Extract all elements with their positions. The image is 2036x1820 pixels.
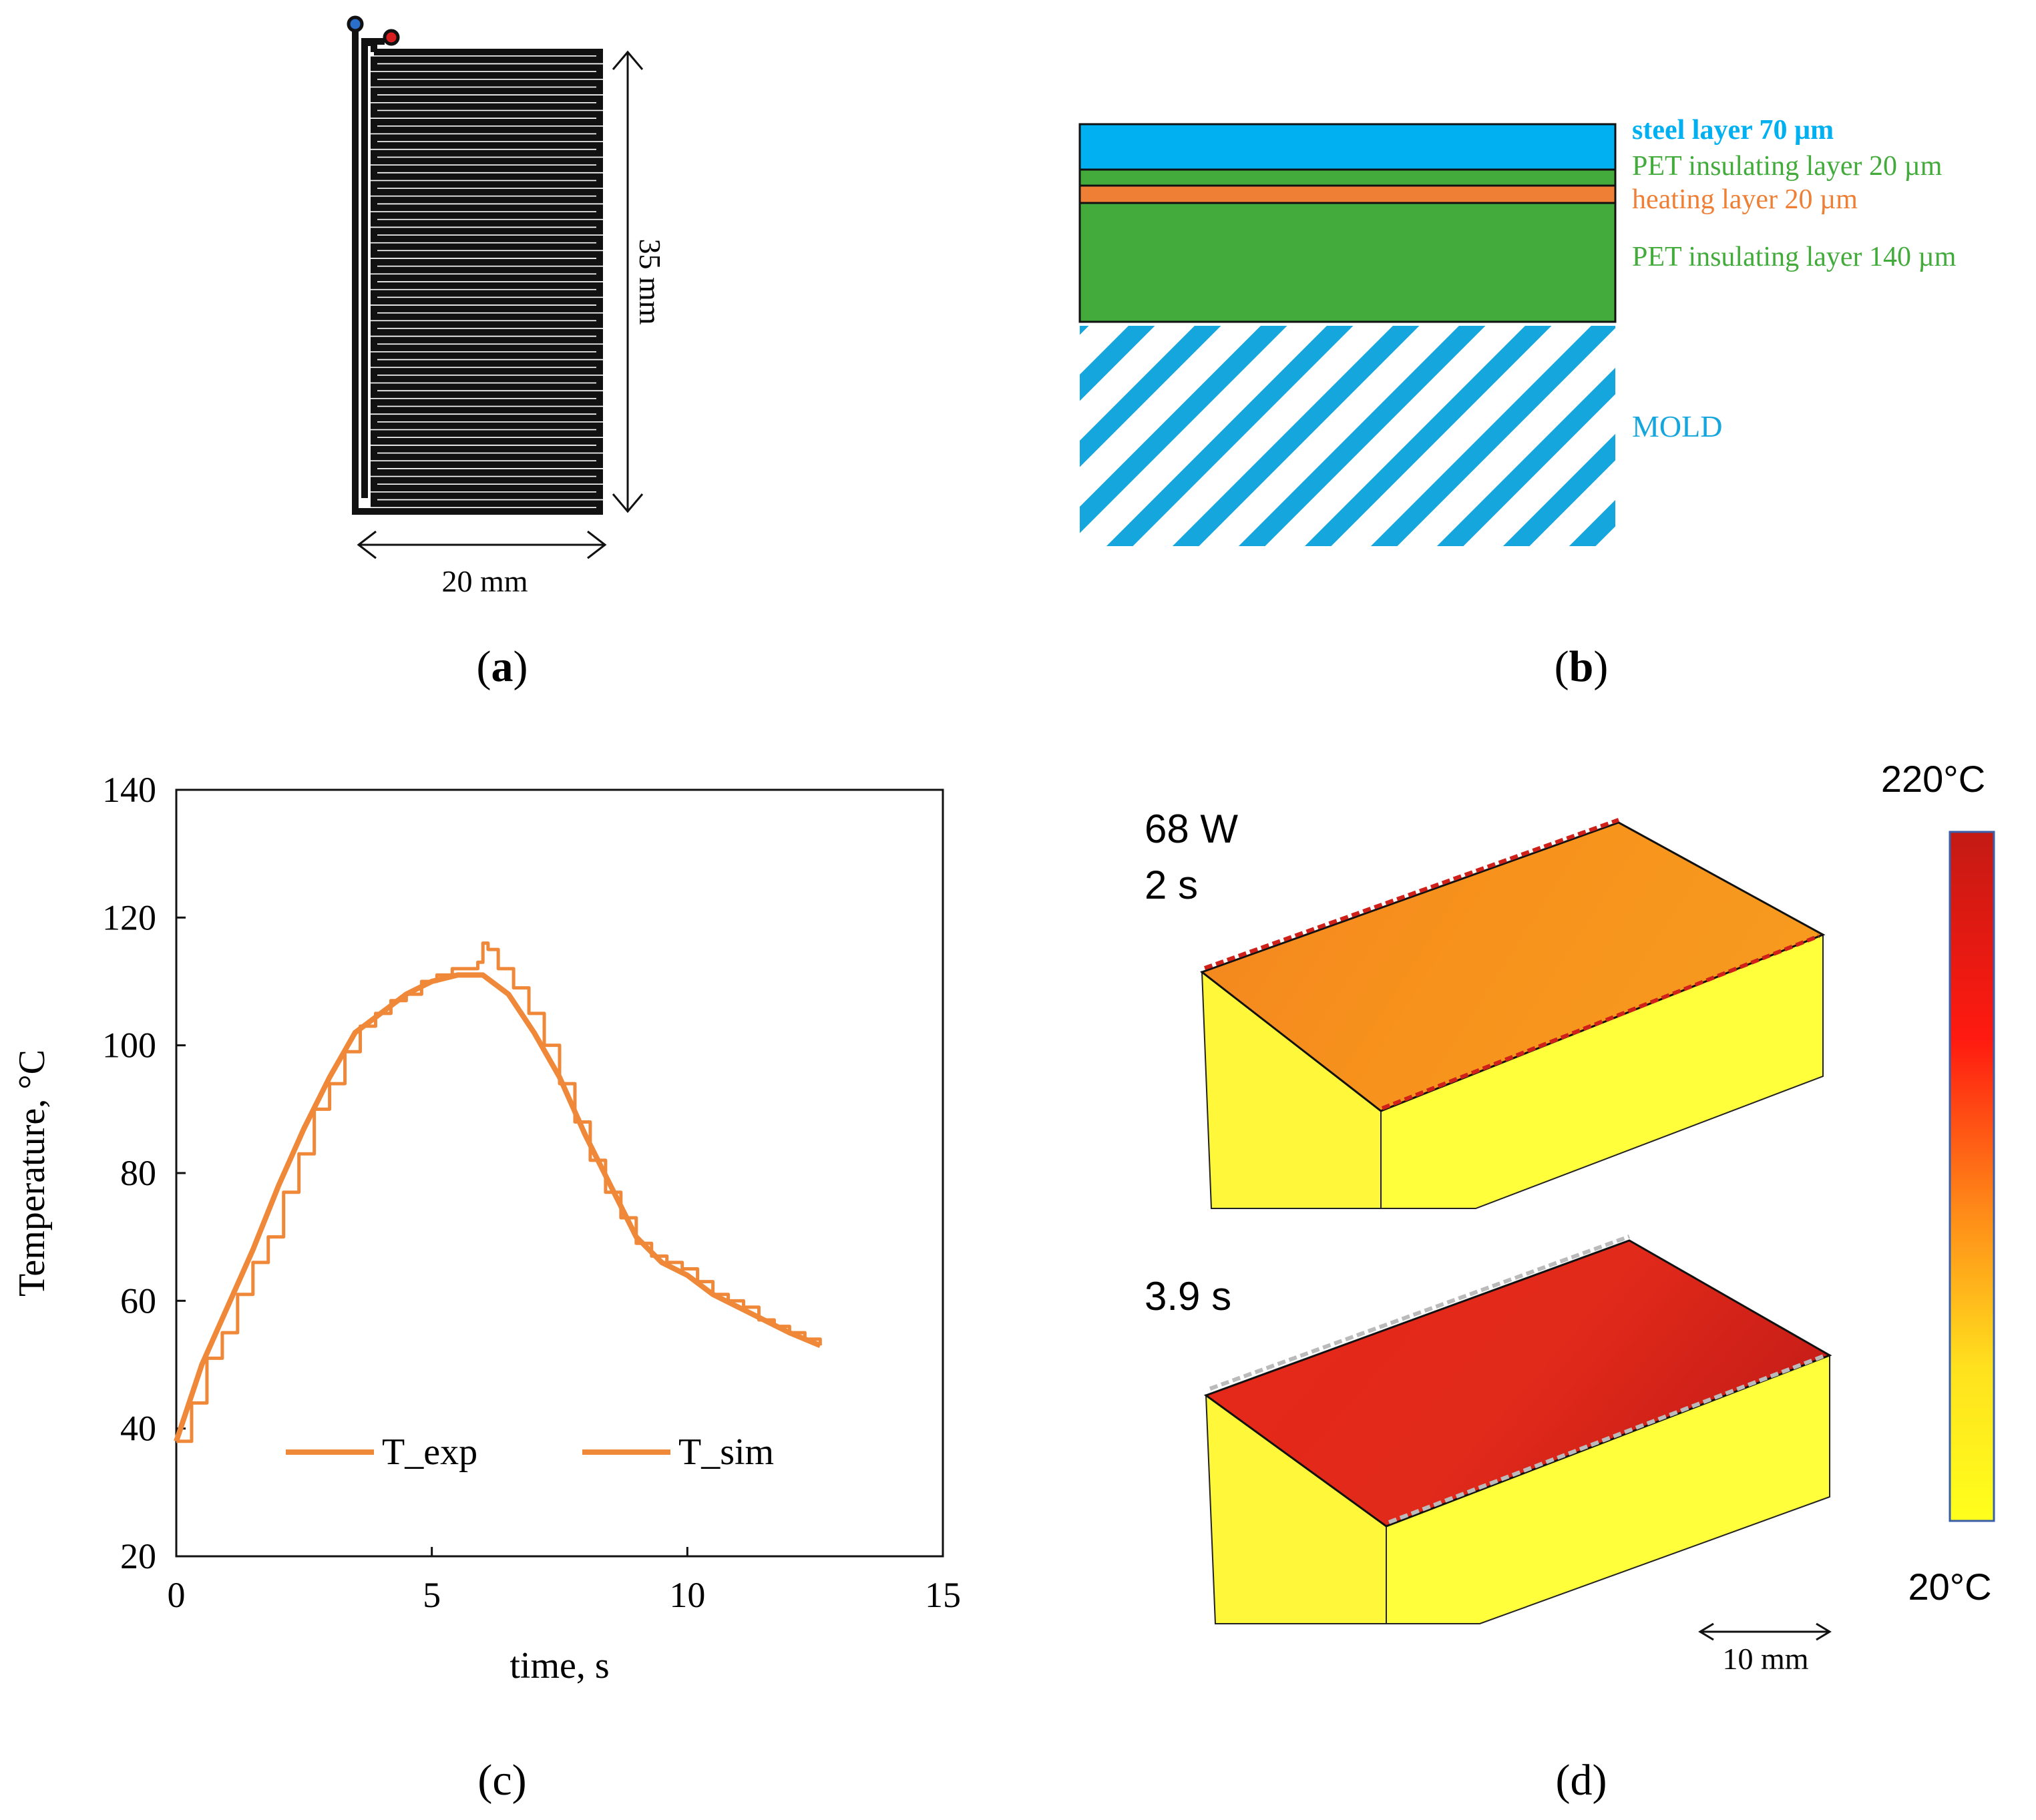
legend: T_exp T_sim: [286, 1431, 774, 1473]
steel-layer-label: steel layer 70 µm: [1632, 115, 1834, 146]
y-tick-label: 80: [120, 1153, 156, 1193]
colorbar-min-label: 20°C: [1908, 1566, 1991, 1608]
x-tick-label: 0: [168, 1575, 186, 1615]
panel-c-caption: (c): [477, 1756, 526, 1805]
legend-label-exp: T_exp: [382, 1431, 477, 1473]
scale-bar-label: 10 mm: [1722, 1642, 1808, 1676]
mold-hatch: [1080, 326, 1615, 546]
height-label: 35 mm: [633, 238, 667, 324]
width-label: 20 mm: [441, 564, 528, 598]
heater-serpentine-trace: [352, 29, 603, 515]
scale-bar: [1698, 1622, 1832, 1641]
y-tick-label: 100: [102, 1026, 156, 1066]
y-tick-label: 140: [102, 770, 156, 810]
block-2s-edge-dash: [1203, 818, 1620, 970]
pet-thin-layer: [1078, 168, 1617, 187]
panel-b-caption: (b): [1555, 642, 1609, 691]
height-dimension-arrow: [612, 50, 644, 513]
pet-thick-layer: [1078, 202, 1617, 323]
colorbar: [1949, 831, 1995, 1522]
block-2s: [1199, 818, 1826, 1209]
x-axis-ticks: 0 5 10 15: [168, 1547, 961, 1615]
power-label: 68 W: [1145, 807, 1238, 851]
block-2s-top-face: [1199, 821, 1826, 1112]
colorbar-max-label: 220°C: [1881, 758, 1985, 800]
block-3-9s-edge-dash-2: [1388, 1353, 1827, 1524]
y-axis-ticks: 20 40 60 80 100 120 140: [102, 770, 186, 1576]
steel-layer: [1078, 123, 1617, 171]
y-tick-label: 60: [120, 1281, 156, 1321]
feed-connector: [365, 39, 377, 52]
x-tick-label: 15: [925, 1575, 961, 1615]
panel-d: 68 W 2 s 3.9 s 220°C 20°C 10: [1145, 758, 1995, 1805]
series-line-t-sim: [174, 972, 821, 1443]
panel-b: steel layer 70 µm PET insulating layer 2…: [1078, 115, 1957, 691]
y-tick-label: 40: [120, 1409, 156, 1449]
terminal-red-icon: [383, 29, 400, 46]
legend-label-sim: T_sim: [678, 1431, 774, 1473]
y-axis-label: Temperature, °C: [11, 1050, 53, 1297]
y-tick-label: 20: [120, 1536, 156, 1576]
series-line-t-exp: [176, 941, 822, 1443]
mold-label: MOLD: [1632, 409, 1722, 443]
x-tick-label: 10: [669, 1575, 705, 1615]
heating-layer: [1078, 184, 1617, 204]
block-3-9s-top-face: [1203, 1239, 1832, 1528]
x-axis-label: time, s: [510, 1645, 609, 1686]
plot-frame: [175, 788, 944, 1558]
x-tick-label: 5: [423, 1575, 441, 1615]
chart-series: [174, 941, 822, 1443]
time-label-2: 3.9 s: [1145, 1274, 1231, 1319]
block-2s-edge-dash-2: [1381, 934, 1820, 1110]
heating-layer-label: heating layer 20 µm: [1632, 184, 1858, 215]
serpentine-path: [371, 49, 603, 515]
time-label-1: 2 s: [1145, 863, 1198, 907]
pet-thick-label: PET insulating layer 140 µm: [1632, 242, 1957, 272]
block-3-9s-edge-dash: [1209, 1234, 1631, 1391]
pet-thin-label: PET insulating layer 20 µm: [1632, 151, 1943, 182]
return-lead: [352, 29, 374, 515]
panel-c-chart: 20 40 60 80 100 120 140 0 5 10 15 Temperature, °C…: [11, 770, 961, 1805]
panel-a-caption: (a): [477, 642, 528, 691]
terminal-blue-icon: [347, 15, 364, 33]
width-dimension-arrow: [357, 530, 607, 559]
block-3-9s: [1203, 1234, 1832, 1624]
panel-a: 35 mm 20 mm (a): [347, 15, 667, 691]
y-tick-label: 120: [102, 897, 156, 937]
panel-d-caption: (d): [1556, 1756, 1607, 1805]
